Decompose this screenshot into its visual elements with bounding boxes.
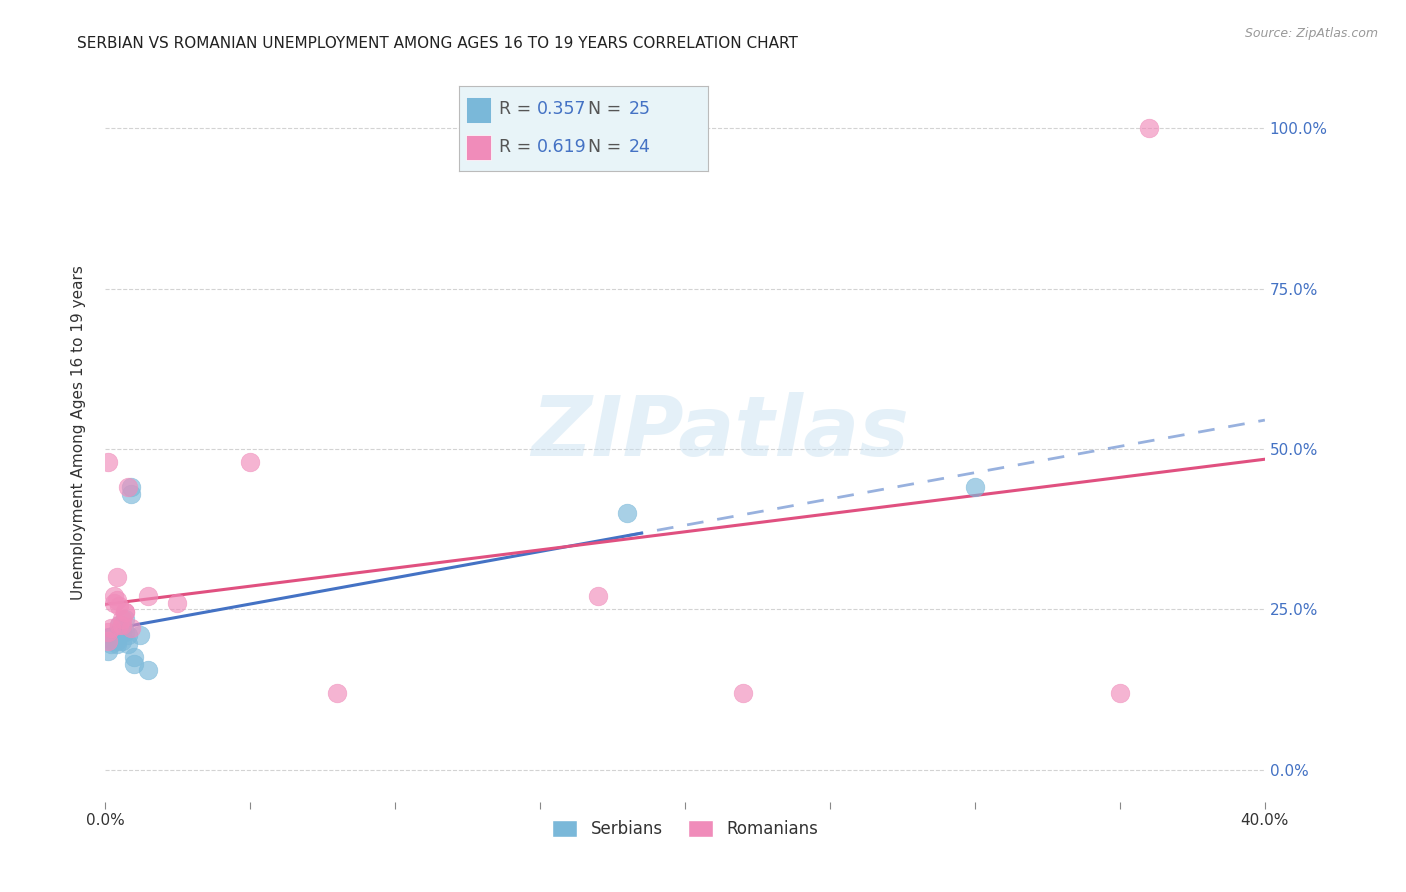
Point bbox=[108, 624, 131, 639]
Point bbox=[111, 634, 134, 648]
Point bbox=[963, 480, 986, 494]
Point bbox=[114, 606, 136, 620]
Point bbox=[1137, 121, 1160, 136]
Point bbox=[117, 637, 139, 651]
Point bbox=[97, 644, 120, 658]
Text: Source: ZipAtlas.com: Source: ZipAtlas.com bbox=[1244, 27, 1378, 40]
Point bbox=[111, 612, 134, 626]
Point bbox=[103, 590, 125, 604]
Point bbox=[114, 606, 136, 620]
Point bbox=[128, 628, 150, 642]
Point bbox=[326, 685, 349, 699]
Point bbox=[103, 596, 125, 610]
Point bbox=[100, 637, 122, 651]
Point bbox=[108, 599, 131, 613]
Point bbox=[103, 634, 125, 648]
Point bbox=[97, 631, 120, 645]
Point bbox=[105, 637, 128, 651]
Point bbox=[120, 480, 142, 494]
Point bbox=[97, 455, 120, 469]
Point bbox=[117, 480, 139, 494]
Point bbox=[117, 628, 139, 642]
Point bbox=[105, 570, 128, 584]
Y-axis label: Unemployment Among Ages 16 to 19 years: Unemployment Among Ages 16 to 19 years bbox=[72, 266, 86, 600]
Point bbox=[111, 618, 134, 632]
Point bbox=[103, 628, 125, 642]
Point bbox=[97, 634, 120, 648]
Point bbox=[586, 590, 609, 604]
Point bbox=[122, 657, 145, 671]
Point bbox=[111, 624, 134, 639]
Text: SERBIAN VS ROMANIAN UNEMPLOYMENT AMONG AGES 16 TO 19 YEARS CORRELATION CHART: SERBIAN VS ROMANIAN UNEMPLOYMENT AMONG A… bbox=[77, 36, 799, 51]
Point bbox=[138, 590, 160, 604]
Point bbox=[120, 622, 142, 636]
Point bbox=[114, 612, 136, 626]
Point bbox=[105, 634, 128, 648]
Point bbox=[111, 622, 134, 636]
Point bbox=[166, 596, 188, 610]
Point bbox=[108, 618, 131, 632]
Point bbox=[122, 650, 145, 665]
Legend: Serbians, Romanians: Serbians, Romanians bbox=[546, 814, 824, 845]
Point bbox=[1109, 685, 1132, 699]
Point bbox=[731, 685, 754, 699]
Point bbox=[120, 487, 142, 501]
Point bbox=[616, 506, 638, 520]
Point bbox=[114, 624, 136, 639]
Point bbox=[239, 455, 262, 469]
Text: ZIPatlas: ZIPatlas bbox=[531, 392, 908, 474]
Point bbox=[138, 663, 160, 677]
Point bbox=[97, 624, 120, 639]
Point bbox=[100, 622, 122, 636]
Point bbox=[100, 634, 122, 648]
Point bbox=[105, 592, 128, 607]
Point bbox=[108, 618, 131, 632]
